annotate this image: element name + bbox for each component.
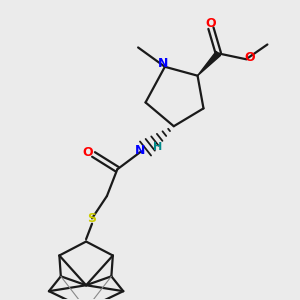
Text: O: O [206,17,216,30]
Text: S: S [88,212,97,225]
Polygon shape [198,51,220,76]
Text: N: N [135,143,146,157]
Text: O: O [244,51,255,64]
Text: O: O [83,146,94,159]
Text: H: H [153,142,163,152]
Text: N: N [158,57,169,70]
